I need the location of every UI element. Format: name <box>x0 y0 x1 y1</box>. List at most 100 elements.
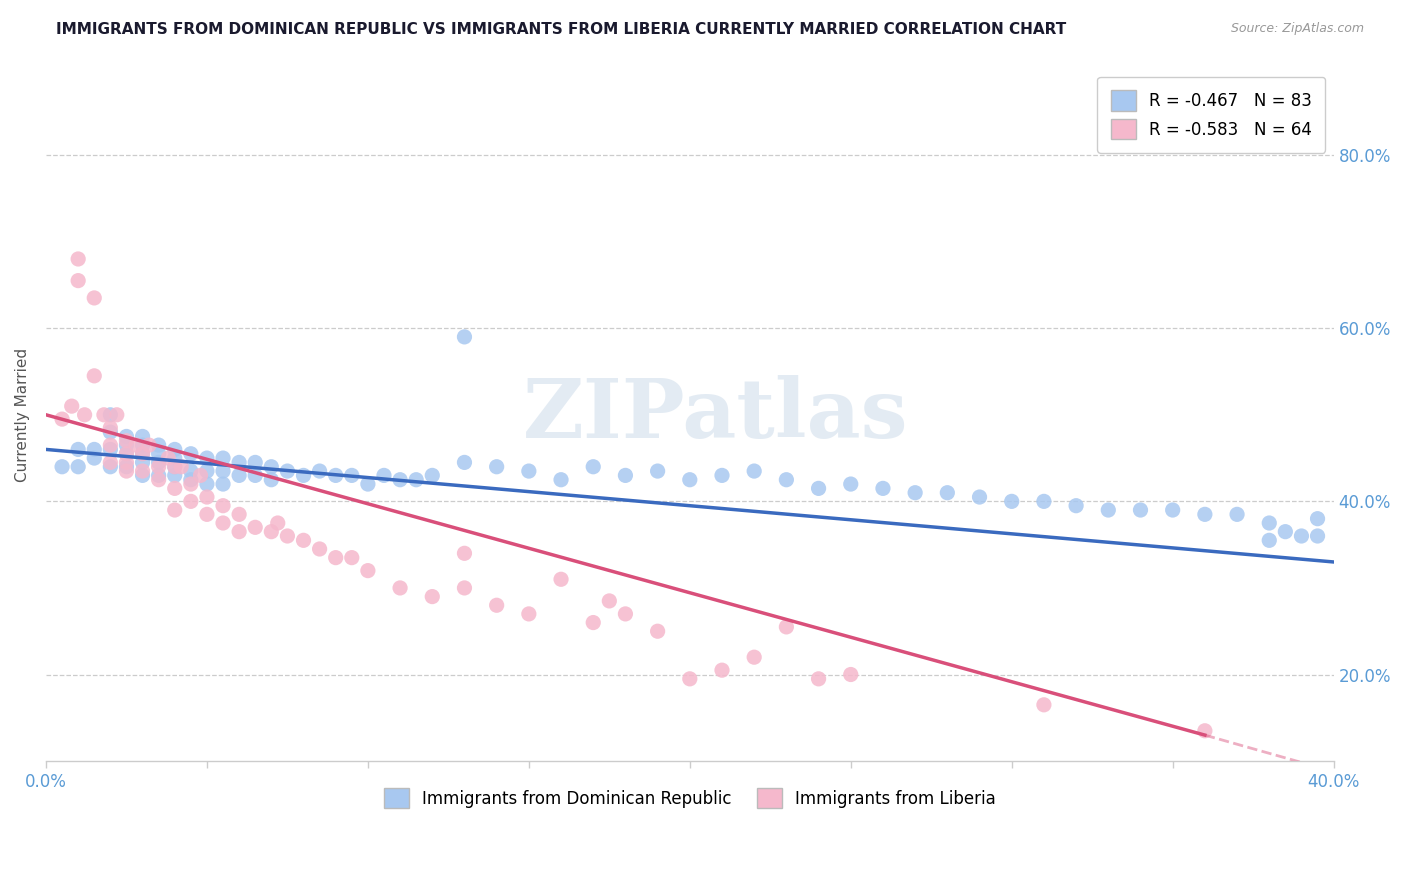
Point <box>453 546 475 560</box>
Point <box>195 508 218 522</box>
Text: IMMIGRANTS FROM DOMINICAN REPUBLIC VS IMMIGRANTS FROM LIBERIA CURRENTLY MARRIED : IMMIGRANTS FROM DOMINICAN REPUBLIC VS IM… <box>56 22 1067 37</box>
Point <box>115 434 138 448</box>
Point <box>517 607 540 621</box>
Point <box>872 482 894 496</box>
Point <box>131 447 153 461</box>
Point <box>131 468 153 483</box>
Point <box>1258 533 1281 548</box>
Point <box>453 455 475 469</box>
Point <box>125 438 148 452</box>
Point <box>131 438 153 452</box>
Point <box>1306 529 1329 543</box>
Point <box>245 520 267 534</box>
Point <box>51 459 73 474</box>
Point <box>131 455 153 469</box>
Point <box>180 494 202 508</box>
Point <box>115 464 138 478</box>
Point <box>98 455 121 469</box>
Point <box>711 468 734 483</box>
Point <box>1032 494 1054 508</box>
Point <box>614 468 637 483</box>
Point <box>115 429 138 443</box>
Point <box>550 572 572 586</box>
Point <box>163 503 186 517</box>
Point <box>267 516 290 530</box>
Point <box>212 451 235 466</box>
Point <box>807 482 830 496</box>
Point <box>115 447 138 461</box>
Point <box>276 464 298 478</box>
Point <box>1032 698 1054 712</box>
Point <box>163 442 186 457</box>
Point <box>228 455 250 469</box>
Point <box>67 442 90 457</box>
Point <box>839 477 862 491</box>
Point <box>195 451 218 466</box>
Point <box>260 459 283 474</box>
Point <box>969 490 991 504</box>
Point <box>195 490 218 504</box>
Point <box>67 274 90 288</box>
Point <box>1306 511 1329 525</box>
Point <box>936 485 959 500</box>
Point <box>170 459 193 474</box>
Point <box>1194 723 1216 738</box>
Point <box>839 667 862 681</box>
Point <box>245 455 267 469</box>
Point <box>292 468 315 483</box>
Point <box>115 447 138 461</box>
Point <box>357 477 380 491</box>
Point <box>131 464 153 478</box>
Point <box>138 438 160 452</box>
Point <box>67 252 90 266</box>
Point <box>148 455 170 469</box>
Point <box>73 408 96 422</box>
Point <box>93 408 115 422</box>
Point <box>389 581 412 595</box>
Point <box>83 451 105 466</box>
Point <box>389 473 412 487</box>
Text: Source: ZipAtlas.com: Source: ZipAtlas.com <box>1230 22 1364 36</box>
Point <box>163 482 186 496</box>
Point <box>195 477 218 491</box>
Point <box>711 663 734 677</box>
Point <box>245 468 267 483</box>
Point <box>357 564 380 578</box>
Point <box>582 615 605 630</box>
Point <box>807 672 830 686</box>
Point <box>131 447 153 461</box>
Point <box>373 468 395 483</box>
Point <box>148 468 170 483</box>
Point <box>190 468 212 483</box>
Point <box>598 594 620 608</box>
Point <box>228 468 250 483</box>
Point <box>485 599 508 613</box>
Point <box>98 442 121 457</box>
Point <box>115 455 138 469</box>
Point <box>180 473 202 487</box>
Point <box>1097 503 1119 517</box>
Point <box>742 464 765 478</box>
Point <box>163 459 186 474</box>
Point <box>157 451 180 466</box>
Legend: Immigrants from Dominican Republic, Immigrants from Liberia: Immigrants from Dominican Republic, Immi… <box>377 781 1002 815</box>
Point <box>131 429 153 443</box>
Point <box>1291 529 1313 543</box>
Point <box>195 464 218 478</box>
Point <box>115 438 138 452</box>
Point <box>340 468 363 483</box>
Point <box>308 541 330 556</box>
Point <box>83 368 105 383</box>
Point <box>180 447 202 461</box>
Point <box>148 447 170 461</box>
Point <box>1258 516 1281 530</box>
Point <box>742 650 765 665</box>
Point <box>904 485 927 500</box>
Point <box>325 468 347 483</box>
Point <box>228 524 250 539</box>
Y-axis label: Currently Married: Currently Married <box>15 348 30 482</box>
Point <box>163 468 186 483</box>
Point <box>679 672 702 686</box>
Point <box>308 464 330 478</box>
Point <box>83 291 105 305</box>
